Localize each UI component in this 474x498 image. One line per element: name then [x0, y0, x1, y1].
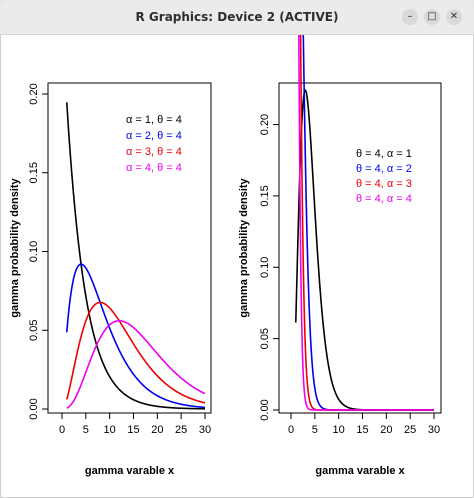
y-tick-label: 0.15: [259, 185, 271, 206]
gamma-plots: 0 5 10 15 20 25 30 0.00 0.05 0.10 0.15 0.20 gamma va…: [9, 0, 442, 477]
series-line-4: [297, 0, 434, 411]
legend-entry-3: α = 3, θ = 4: [126, 146, 182, 158]
plot-frame-1: [47, 82, 212, 414]
x-tick-label: 30: [199, 424, 211, 436]
legend-entry-3: θ = 4, α = 3: [356, 178, 412, 190]
x-tick-label: 15: [127, 424, 139, 436]
series-line-2: [301, 0, 434, 411]
x-tick-label: 20: [380, 424, 392, 436]
maximize-button[interactable]: □: [424, 9, 440, 25]
x-axis-label: gamma varable x: [315, 465, 405, 477]
plot-frame-2: [278, 82, 442, 414]
legend-entry-4: α = 4, θ = 4: [126, 162, 182, 174]
x-tick-label: 10: [333, 424, 345, 436]
y-tick-label: 0.20: [28, 83, 40, 104]
y-tick-label: 0.10: [259, 257, 271, 278]
y-tick-label: 0.20: [259, 114, 271, 135]
y-tick-label: 0.05: [259, 328, 271, 349]
y-tick-label: 0.15: [28, 162, 40, 183]
series-line-1: [294, 89, 434, 411]
series-line-1: [65, 102, 205, 410]
y-axis-label: gamma probability density: [238, 177, 250, 317]
y-axis-label: gamma probability density: [9, 177, 21, 317]
series-line-2: [65, 263, 206, 409]
x-tick-label: 20: [151, 424, 163, 436]
legend-entry-2: α = 2, θ = 4: [126, 130, 182, 142]
legend-entry-1: α = 1, θ = 4: [126, 114, 182, 126]
series-line-3: [299, 0, 434, 411]
x-tick-label: 5: [83, 424, 89, 436]
series-line-4: [66, 319, 206, 409]
series-line-3: [65, 301, 206, 404]
x-tick-label: 15: [356, 424, 368, 436]
y-tick-label: 0.00: [259, 399, 271, 420]
close-button[interactable]: ✕: [446, 9, 462, 25]
x-tick-label: 0: [59, 424, 65, 436]
window-title: R Graphics: Device 2 (ACTIVE): [135, 10, 339, 24]
title-bar[interactable]: R Graphics: Device 2 (ACTIVE) – □ ✕: [0, 0, 474, 35]
legend-entry-1: θ = 4, α = 1: [356, 148, 412, 160]
x-tick-label: 10: [104, 424, 116, 436]
legend-entry-4: θ = 4, α = 4: [356, 193, 412, 205]
x-tick-label: 25: [175, 424, 187, 436]
x-tick-label: 5: [312, 424, 318, 436]
x-tick-label: 30: [428, 424, 440, 436]
x-tick-label: 0: [288, 424, 294, 436]
legend-entry-2: θ = 4, α = 2: [356, 163, 412, 175]
y-tick-label: 0.10: [28, 241, 40, 262]
y-tick-label: 0.00: [28, 398, 40, 419]
x-axis-label: gamma varable x: [85, 465, 175, 477]
x-tick-label: 25: [404, 424, 416, 436]
y-tick-label: 0.05: [28, 320, 40, 341]
minimize-button[interactable]: –: [402, 9, 418, 25]
